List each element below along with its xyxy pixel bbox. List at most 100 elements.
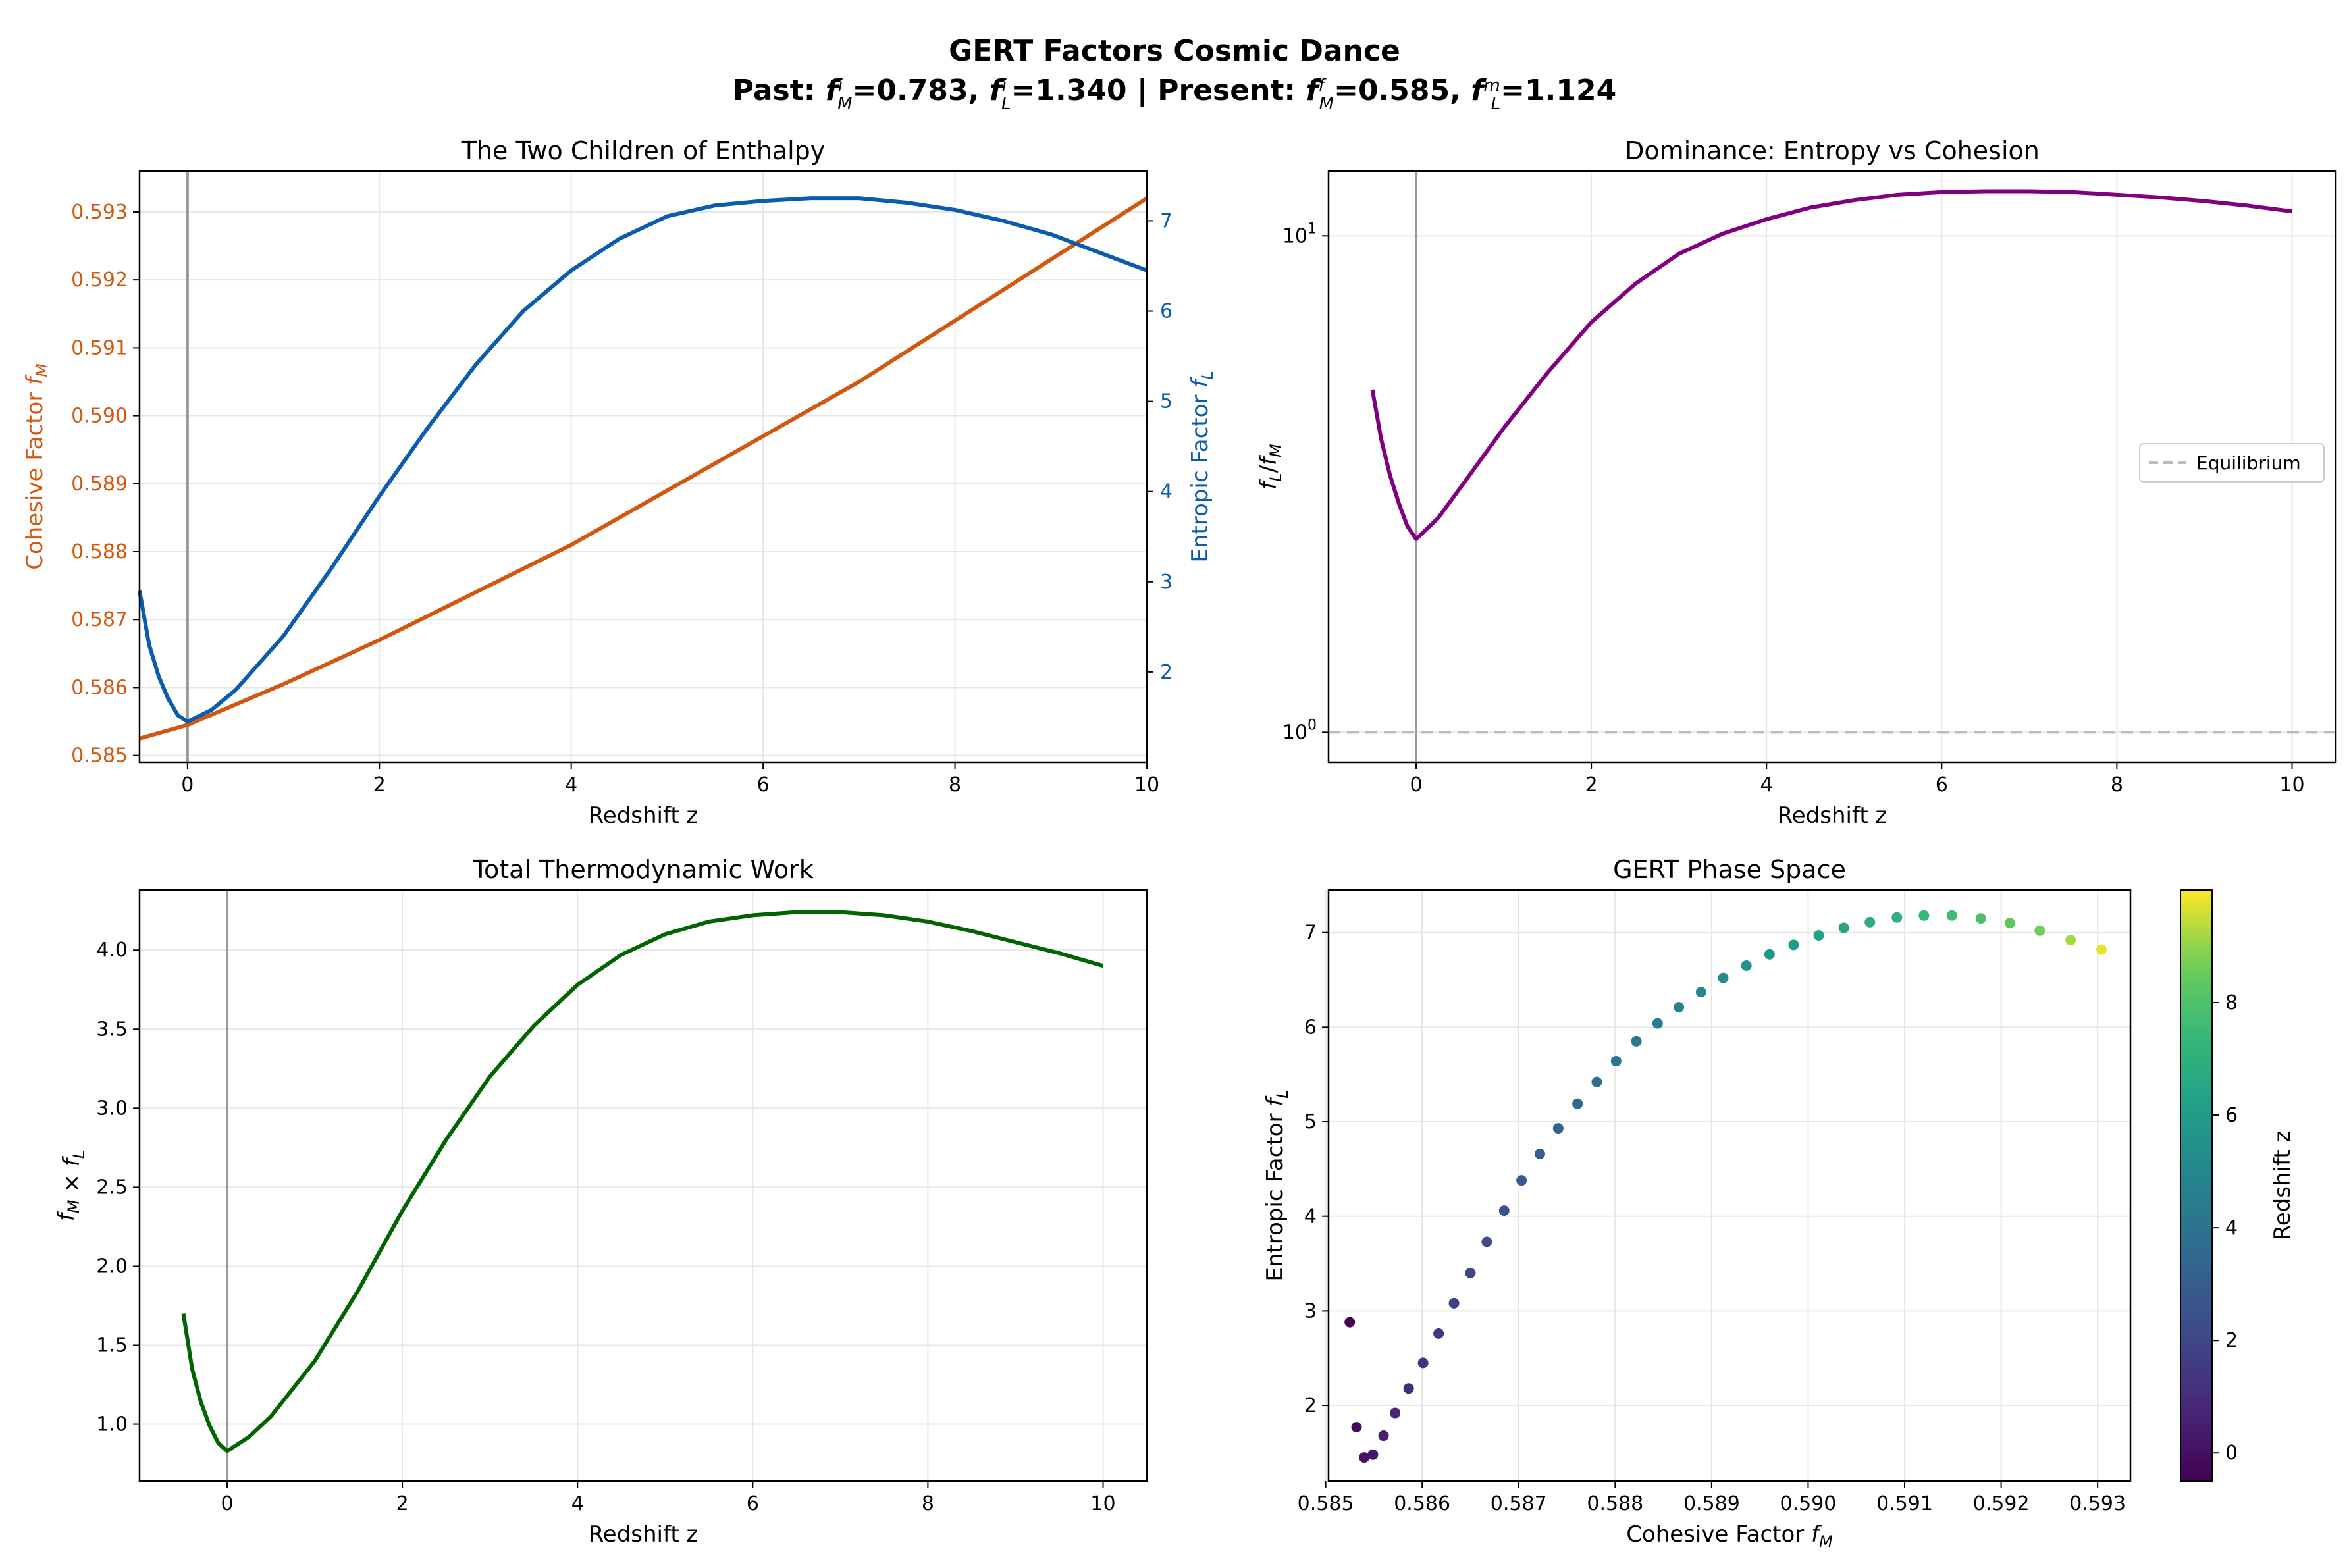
scatter-point — [1417, 1357, 1429, 1369]
y-tick-label: 2.0 — [96, 1255, 128, 1278]
scatter-point — [1591, 1076, 1602, 1087]
scatter-point — [1652, 1018, 1663, 1029]
colorbar-tick-label: 8 — [2225, 991, 2238, 1014]
scatter-point — [1465, 1267, 1476, 1278]
scatter-point — [1378, 1430, 1389, 1442]
suptitle-line1: GERT Factors Cosmic Dance — [949, 34, 1400, 68]
scatter-point — [2065, 935, 2076, 946]
x-tick-label: 6 — [747, 1492, 759, 1515]
series-line-ratio — [1370, 189, 2292, 541]
x-tick-label: 0.590 — [1780, 1492, 1837, 1515]
axes-frame — [138, 170, 1148, 764]
x-tick-label: 2 — [1585, 773, 1598, 797]
legend-label-equilibrium: Equilibrium — [2196, 452, 2301, 474]
x-tick-label: 2 — [373, 773, 386, 797]
y-tick-label: 1.0 — [96, 1413, 128, 1436]
y-tick-label: 7 — [1304, 922, 1317, 945]
y-axis-label: fL/fM — [1255, 444, 1285, 490]
x-tick-label: 0.591 — [1876, 1492, 1933, 1515]
scatter-point — [1975, 913, 1986, 924]
axes-frame — [1327, 170, 2337, 764]
y-axis-label: fM × fL — [53, 1150, 88, 1221]
y-tick-label-right: 5 — [1160, 390, 1173, 413]
y-tick-label-left: 0.587 — [71, 608, 128, 631]
y-tick-label-right: 3 — [1160, 571, 1173, 594]
panel-work-chart: 0 2 4 6 8 10 1.0 1.5 2.0 2.5 3.0 3.5 4.0 Total Thermo… — [53, 855, 1148, 1548]
x-tick-label: 8 — [949, 773, 961, 797]
scatter-point — [1788, 939, 1799, 951]
y-tick-label: 3.5 — [96, 1018, 128, 1041]
x-axis-label: Redshift z — [1778, 802, 1887, 829]
series-line-cohesive-factor — [139, 196, 1148, 741]
scatter-point — [1891, 912, 1903, 923]
scatter-point — [1838, 922, 1849, 933]
series-line-entropic-factor — [138, 196, 1148, 724]
y-tick-label: 101 — [1282, 221, 1317, 248]
scatter-point — [1695, 987, 1706, 998]
x-tick-label: 6 — [757, 773, 770, 797]
x-tick-label: 0.593 — [2069, 1492, 2126, 1515]
scatter-point — [1433, 1328, 1444, 1339]
x-tick-label: 0.587 — [1491, 1492, 1547, 1515]
x-tick-label: 4 — [565, 773, 577, 797]
x-tick-label: 0 — [221, 1492, 233, 1515]
colorbar-tick-label: 0 — [2225, 1442, 2238, 1465]
y-axis-label-left: Cohesive Factor fM — [22, 363, 51, 570]
scatter-point — [1516, 1175, 1527, 1186]
x-tick-label: 0 — [1410, 773, 1422, 797]
panel-title: GERT Phase Space — [1613, 855, 1846, 884]
y-tick-label: 6 — [1304, 1016, 1317, 1039]
scatter-point — [1741, 960, 1752, 971]
scatter-point — [1403, 1383, 1414, 1394]
x-axis-label: Cohesive Factor fM — [1626, 1521, 1833, 1551]
y-tick-label-left: 0.591 — [71, 336, 128, 359]
panel-phase-space-chart: 0.585 0.586 0.587 0.588 0.589 0.590 0.591 0.592… — [1262, 855, 2296, 1551]
panel-enthalpy-chart: 0 2 4 6 8 10 0.585 0.586 0.587 0.588 0.589 0.590 0.5… — [22, 136, 1217, 829]
y-tick-label: 2.5 — [96, 1176, 128, 1199]
scatter-point — [1813, 929, 1824, 941]
y-tick-label: 4.0 — [96, 939, 128, 962]
suptitle-line2: Past: fi M=0.783, fi L=1.340 | Present: ff… — [733, 74, 1616, 114]
y-tick-label-right: 6 — [1160, 300, 1173, 323]
x-tick-label: 8 — [922, 1492, 934, 1515]
scatter-point — [1946, 910, 1957, 921]
scatter-point — [1718, 972, 1729, 983]
x-tick-label: 0.586 — [1394, 1492, 1450, 1515]
x-axis-label: Redshift z — [589, 1521, 699, 1548]
y-tick-label-left: 0.585 — [71, 745, 128, 768]
x-tick-label: 0.589 — [1683, 1492, 1740, 1515]
scatter-point — [1674, 1002, 1685, 1013]
x-tick-label: 0 — [181, 773, 194, 797]
scatter-point — [1534, 1148, 1545, 1159]
series-line-work — [181, 910, 1104, 1453]
scatter-point — [2096, 944, 2107, 955]
y-tick-label-left: 0.586 — [71, 676, 128, 699]
scatter-point — [1498, 1205, 1510, 1216]
scatter-point — [1351, 1422, 1362, 1433]
y-tick-label: 4 — [1304, 1205, 1317, 1228]
x-axis-label: Redshift z — [589, 802, 699, 829]
y-tick-label: 1.5 — [96, 1334, 128, 1357]
scatter-point — [1764, 949, 1775, 960]
x-tick-label: 0.592 — [1973, 1492, 2030, 1515]
y-tick-label-left: 0.589 — [71, 473, 128, 496]
scatter-point — [2034, 925, 2045, 936]
panel-title: The Two Children of Enthalpy — [461, 136, 826, 165]
scatter-point — [1344, 1317, 1356, 1328]
colorbar — [2180, 889, 2213, 1482]
y-tick-label-left: 0.590 — [71, 405, 128, 428]
y-tick-label-left: 0.588 — [71, 540, 128, 563]
x-tick-label: 0.588 — [1587, 1492, 1643, 1515]
x-tick-label: 10 — [1134, 773, 1159, 797]
y-tick-label-left: 0.592 — [71, 269, 128, 292]
x-tick-label: 10 — [2279, 773, 2304, 797]
y-tick-label: 100 — [1282, 717, 1317, 744]
x-tick-label: 4 — [571, 1492, 584, 1515]
y-tick-label: 5 — [1304, 1111, 1317, 1134]
y-tick-label-right: 7 — [1160, 209, 1173, 232]
axes-frame — [1327, 889, 2132, 1482]
y-tick-label: 2 — [1304, 1394, 1317, 1417]
scatter-point — [1552, 1123, 1564, 1134]
colorbar-label: Redshift z — [2269, 1131, 2296, 1241]
scatter-point — [1631, 1035, 1642, 1047]
